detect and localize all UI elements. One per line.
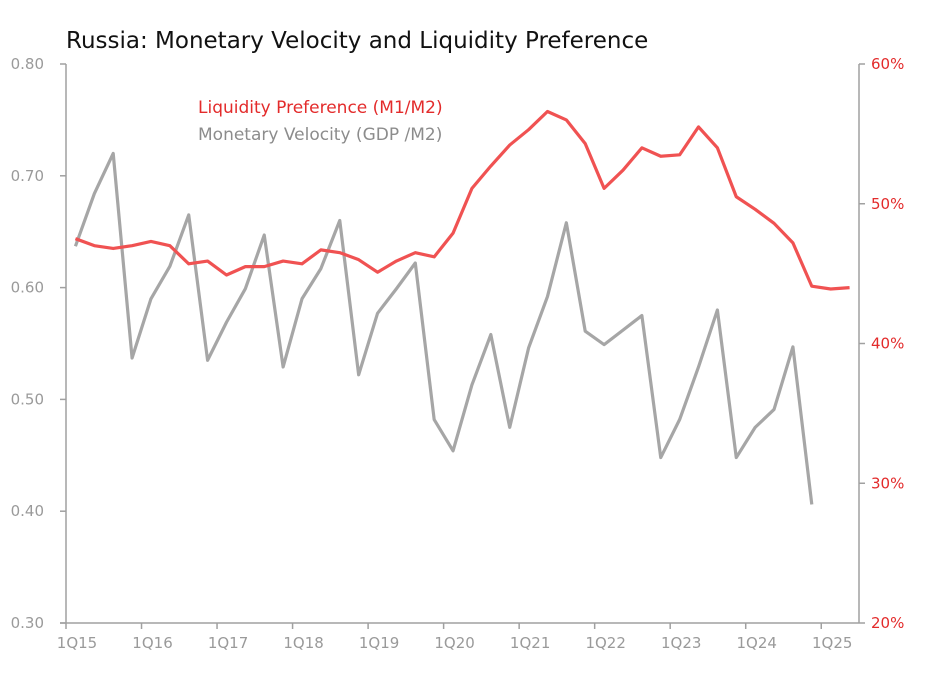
- x-tick-label: 1Q23: [661, 634, 701, 652]
- series-lines: [73, 109, 850, 505]
- legend-liquidity-preference: Liquidity Preference (M1/M2): [198, 98, 443, 118]
- right-tick-label: 50%: [871, 195, 904, 213]
- x-tick-label: 1Q18: [283, 634, 323, 652]
- right-tick-label: 40%: [871, 335, 904, 353]
- right-tick-label: 60%: [871, 55, 904, 73]
- axes: 0.30 0.40 0.50 0.60 0.70 0.80 20% 30% 40% 50% 60% 1…: [11, 55, 905, 652]
- series-line-liquidity-preference: [74, 109, 850, 291]
- left-tick-label: 0.30: [11, 614, 44, 632]
- legend-monetary-velocity: Monetary Velocity (GDP /M2): [198, 125, 442, 145]
- left-tick-label: 0.80: [11, 55, 44, 73]
- x-tick-label: 1Q16: [132, 634, 172, 652]
- x-tick-label: 1Q17: [208, 634, 248, 652]
- left-tick-label: 0.50: [11, 390, 44, 408]
- right-tick-label: 20%: [871, 614, 904, 632]
- x-tick-label: 1Q20: [434, 634, 474, 652]
- left-tick-label: 0.60: [11, 279, 44, 297]
- chart-title: Russia: Monetary Velocity and Liquidity …: [66, 28, 648, 54]
- right-tick-label: 30%: [871, 474, 904, 492]
- left-tick-label: 0.40: [11, 502, 44, 520]
- x-tick-label: 1Q22: [585, 634, 625, 652]
- x-tick-label: 1Q19: [359, 634, 399, 652]
- left-tick-label: 0.70: [11, 167, 44, 185]
- x-tick-label: 1Q25: [812, 634, 852, 652]
- x-tick-label: 1Q21: [510, 634, 550, 652]
- series-line-monetary-velocity: [73, 151, 814, 505]
- x-tick-label: 1Q24: [736, 634, 776, 652]
- x-tick-label: 1Q15: [57, 634, 97, 652]
